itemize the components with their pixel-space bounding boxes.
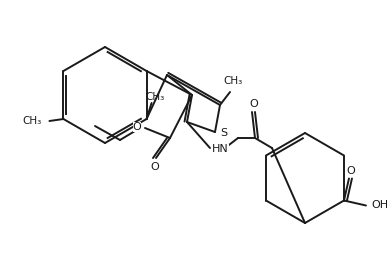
Text: CH₃: CH₃ bbox=[145, 92, 164, 102]
Text: O: O bbox=[347, 166, 355, 176]
Text: O: O bbox=[133, 122, 141, 132]
Text: OH: OH bbox=[372, 200, 387, 210]
Text: CH₃: CH₃ bbox=[22, 116, 41, 126]
Text: O: O bbox=[151, 162, 159, 172]
Text: O: O bbox=[250, 99, 259, 109]
Text: CH₃: CH₃ bbox=[223, 76, 243, 86]
Text: S: S bbox=[221, 128, 228, 138]
Text: HN: HN bbox=[212, 144, 229, 154]
